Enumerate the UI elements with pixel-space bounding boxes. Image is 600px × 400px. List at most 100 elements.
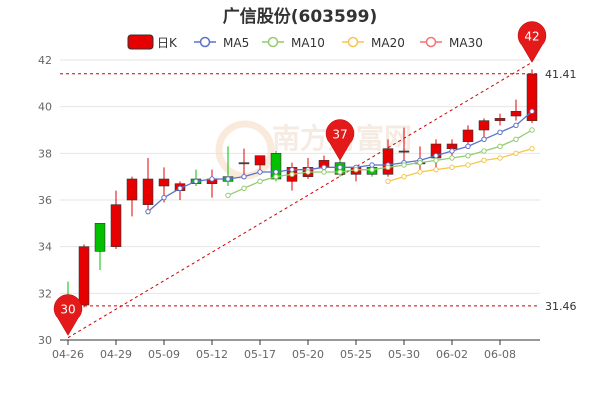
ma20-point (449, 164, 455, 171)
candle-body (494, 118, 506, 121)
candle-body (238, 162, 250, 165)
candle-body (398, 150, 410, 153)
y-tick-label: 40 (38, 101, 52, 114)
price-markers: 30 37 42 (53, 21, 547, 336)
ma5-point (161, 194, 167, 201)
candle-body (382, 148, 394, 175)
ma5-point (145, 208, 151, 215)
ma10-point (305, 169, 311, 175)
reference-lines: 41.41 31.46 (60, 68, 577, 313)
candle-body (158, 178, 170, 187)
ma5-point (257, 169, 263, 175)
ma5-point (241, 173, 247, 180)
legend-label: MA30 (449, 36, 483, 50)
candle-body (510, 111, 522, 117)
x-tick-label: 05-09 (148, 348, 180, 361)
ma10-point (321, 169, 327, 175)
x-tick-label: 05-17 (244, 348, 276, 361)
ma20-point (497, 155, 503, 161)
ma5-point (193, 178, 199, 185)
ma20-point (513, 150, 519, 157)
x-tick-label: 05-12 (196, 348, 228, 361)
ma10-point (289, 171, 295, 178)
ma20-point (385, 178, 391, 185)
y-tick-label: 32 (38, 287, 52, 300)
ma10-point (241, 185, 247, 192)
ma5-point (321, 164, 327, 171)
x-tick-label: 06-08 (484, 348, 516, 361)
axes: 30 32 34 36 38 40 42 04-26 04-29 05-09 05-12 05-17 0… (38, 54, 540, 361)
chart-title: 广信股份(603599) (222, 7, 378, 27)
ma5-point (433, 152, 439, 159)
legend-label: MA5 (223, 36, 249, 50)
ma10-point (225, 192, 231, 199)
ma10-point (481, 148, 487, 154)
candle-body (94, 223, 106, 252)
ma5-point (289, 166, 295, 173)
x-tick-label: 05-30 (388, 348, 420, 361)
candle-body (462, 129, 474, 142)
ma5-point (513, 122, 519, 129)
legend-marker-icon (199, 36, 211, 48)
ma10-point (337, 169, 343, 175)
price-marker-label: 30 (60, 302, 75, 316)
ma5-point (225, 176, 231, 182)
reference-label: 41.41 (545, 68, 577, 81)
ma5-point (209, 176, 215, 182)
ma20-point (433, 166, 439, 173)
ma5-point (369, 162, 375, 168)
x-tick-label: 04-26 (52, 348, 84, 361)
ma5-point (481, 136, 487, 143)
ma5-point (497, 129, 503, 136)
ma5-point (177, 185, 183, 192)
y-tick-label: 42 (38, 54, 52, 67)
ma10-point (433, 157, 439, 164)
candle-body (142, 178, 154, 205)
y-tick-label: 34 (38, 241, 52, 254)
ma20-point (401, 173, 407, 180)
y-tick-label: 38 (38, 147, 52, 160)
legend-marker-icon (347, 36, 359, 48)
ma10-point (353, 166, 359, 173)
ma20-point (481, 157, 487, 164)
candle-body (446, 143, 458, 149)
ma20-point (417, 169, 423, 175)
reference-label: 31.46 (545, 300, 577, 313)
ma10-point (273, 173, 279, 180)
x-tick-label: 06-02 (436, 348, 468, 361)
ma10-point (529, 127, 535, 133)
ma10-point (497, 143, 503, 150)
ma10-point (449, 155, 455, 161)
ma5-point (337, 164, 343, 171)
legend-label: MA20 (371, 36, 405, 50)
price-marker-pin (517, 21, 547, 63)
candle-body (478, 120, 490, 131)
ma10-point (401, 162, 407, 168)
watermark-logo-icon (215, 120, 275, 180)
y-tick-label: 36 (38, 194, 52, 207)
legend-marker-icon (267, 36, 279, 48)
x-tick-label: 05-20 (292, 348, 324, 361)
moving-averages (145, 108, 535, 215)
legend: 日K MA5 MA10 MA20 MA30 (127, 34, 483, 50)
legend-marker-icon (425, 36, 437, 48)
candle-body (126, 178, 138, 201)
price-marker-pin (53, 294, 83, 336)
x-tick-label: 05-25 (340, 348, 372, 361)
candles (62, 69, 538, 310)
ma5-point (449, 148, 455, 154)
price-marker-pin (325, 119, 355, 161)
ma10-point (417, 159, 423, 166)
x-tick-label: 04-29 (100, 348, 132, 361)
price-marker-label: 42 (524, 29, 539, 43)
legend-label: MA10 (291, 36, 325, 50)
candle-body (110, 204, 122, 247)
legend-candle-icon (127, 34, 154, 50)
ma10-point (513, 136, 519, 143)
candle-body (254, 155, 266, 166)
ma20-point (529, 145, 535, 152)
ma10-point (257, 178, 263, 185)
price-marker-label: 37 (332, 127, 347, 141)
legend-label: 日K (157, 36, 178, 50)
